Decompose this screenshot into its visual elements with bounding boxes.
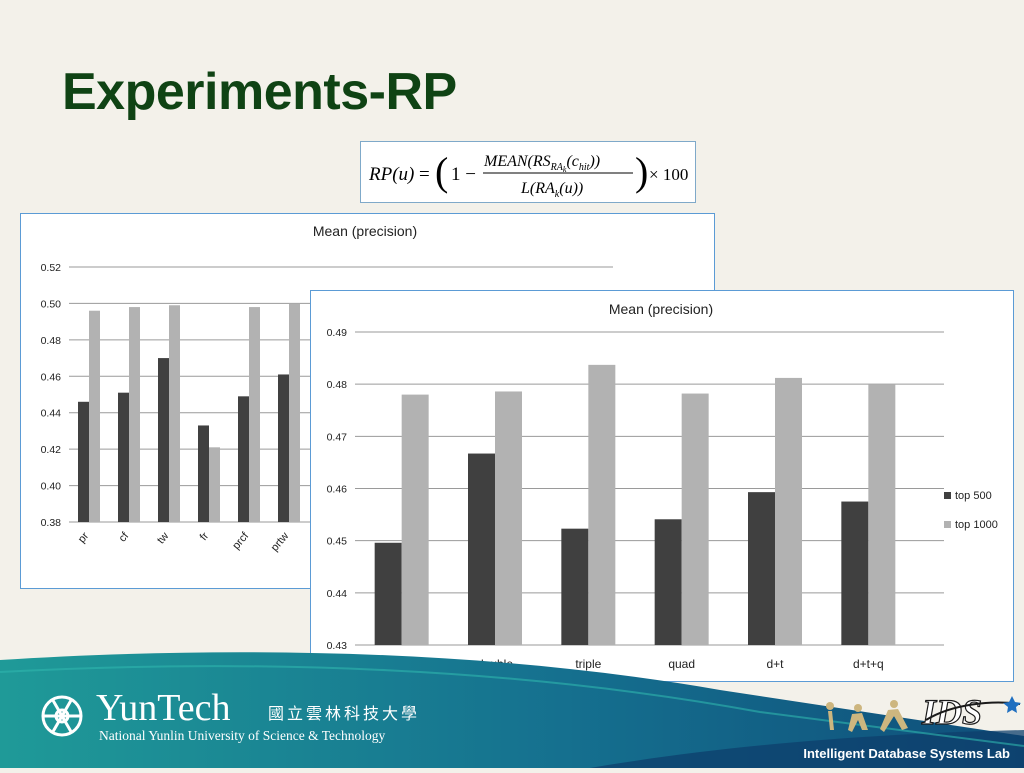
y-tick-label: 0.47	[327, 431, 348, 443]
snowflake-logo-icon	[41, 695, 83, 737]
bar-dark	[468, 453, 495, 645]
formula-close-paren: )	[635, 149, 648, 194]
bar-light	[775, 377, 802, 645]
formula-times: × 100	[649, 165, 688, 184]
bar-dark	[374, 542, 402, 645]
x-tick-label: d+t	[766, 657, 784, 671]
bar-light	[681, 393, 709, 645]
bar-dark	[198, 425, 209, 522]
slide-title: Experiments-RP	[62, 63, 457, 121]
formula-equals: =	[419, 164, 430, 185]
footer-wave: IDS	[0, 652, 1024, 768]
formula-denominator: L(RAk(u))	[520, 180, 583, 200]
y-tick-label: 0.46	[41, 371, 62, 383]
y-tick-label: 0.40	[41, 481, 62, 493]
bar-dark	[118, 392, 129, 522]
formula-one-minus: 1 −	[451, 164, 476, 185]
bar-light	[289, 303, 300, 522]
yuntech-logo-text: YunTech	[96, 687, 231, 729]
bar-light	[129, 307, 140, 522]
bar-light	[169, 305, 180, 522]
chart-title: Mean (precision)	[609, 301, 713, 317]
bar-light	[495, 391, 522, 645]
formula-lhs: RP(u)	[368, 164, 414, 185]
y-tick-label: 0.48	[41, 335, 62, 347]
y-tick-label: 0.49	[327, 327, 348, 339]
chart-svg: Mean (precision) 0.43 0.44 0.45 0.46 0.47 0.48…	[327, 301, 998, 671]
formula-open-paren: (	[435, 149, 448, 194]
rp-formula: RP(u) = ( 1 − MEAN(RSRAk(chit)) L(RAk(u)…	[360, 141, 696, 203]
y-tick-label: 0.52	[41, 262, 62, 274]
bar-light	[209, 447, 220, 522]
bar-dark	[238, 396, 249, 522]
footer-band: IDS	[0, 650, 1024, 768]
y-tick-label: 0.45	[327, 536, 348, 548]
legend-swatch	[944, 521, 951, 528]
bar-dark	[278, 374, 289, 522]
yuntech-english-name: National Yunlin University of Science & …	[99, 728, 386, 743]
bar-dark	[158, 358, 169, 522]
x-tick-label: d+t+q	[853, 657, 884, 671]
formula-graphic: RP(u) = ( 1 − MEAN(RSRAk(chit)) L(RAk(u)…	[368, 149, 688, 200]
bar-light	[868, 384, 896, 645]
bar-light	[588, 364, 616, 645]
y-tick-label: 0.50	[41, 298, 62, 310]
bar-dark	[654, 519, 682, 645]
x-tick-label: pr	[76, 530, 92, 545]
x-tick-label: prtw	[269, 530, 292, 554]
y-tick-label: 0.42	[41, 444, 62, 456]
bar-dark	[561, 528, 589, 645]
x-tick-label: triple	[575, 657, 601, 671]
legend-swatch	[944, 492, 951, 499]
x-tick-label: fr	[198, 530, 212, 543]
y-tick-label: 0.48	[327, 379, 348, 391]
x-tick-label: prcf	[230, 529, 252, 551]
legend-label: top 1000	[955, 519, 998, 531]
precision-chart-by-combination: Mean (precision) 0.43 0.44 0.45 0.46 0.47 0.48…	[310, 290, 1014, 682]
formula-numerator: MEAN(RSRAk(chit))	[483, 153, 600, 174]
bar-light	[401, 394, 429, 645]
x-tick-label: cf	[117, 529, 132, 544]
y-tick-label: 0.38	[41, 517, 62, 529]
bar-dark	[78, 401, 89, 522]
lab-name: Intelligent Database Systems Lab	[803, 746, 1010, 761]
chart-title: Mean (precision)	[313, 223, 417, 239]
bar-dark	[841, 501, 869, 645]
yuntech-chinese-name: 國立雲林科技大學	[268, 704, 421, 723]
x-tick-label: quad	[668, 657, 695, 671]
y-tick-label: 0.46	[327, 484, 348, 496]
bar-dark	[748, 492, 775, 645]
bar-light	[89, 310, 100, 522]
y-tick-label: 0.44	[327, 588, 348, 600]
y-tick-label: 0.44	[41, 408, 62, 420]
ids-lab-logo-icon: IDS	[920, 691, 1021, 733]
x-tick-label: tw	[155, 530, 171, 546]
y-tick-label: 0.43	[327, 640, 348, 652]
bar-light	[249, 307, 260, 522]
runner-figures-icon	[826, 700, 908, 732]
svg-text:IDS: IDS	[921, 692, 982, 732]
legend-label: top 500	[955, 490, 992, 502]
